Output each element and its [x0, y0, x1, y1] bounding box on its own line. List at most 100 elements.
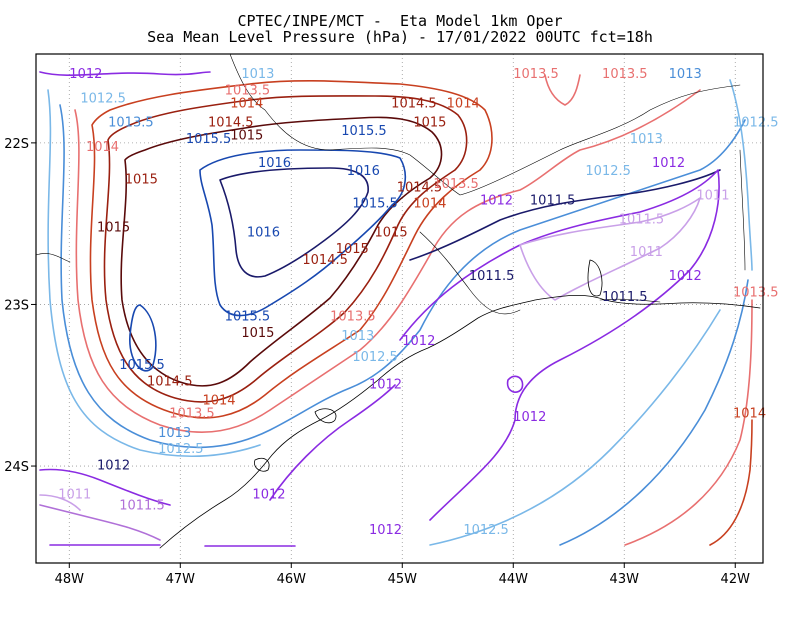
contour-label: 1012.5	[733, 116, 779, 131]
map-title-line-1: CPTEC/INPE/MCT - Eta Model 1km Oper	[237, 12, 563, 30]
contour-label: 1015.5	[119, 358, 165, 373]
isobar-1012-south	[269, 384, 396, 501]
contour-label: 1013.5	[733, 285, 779, 300]
isobar-1011.5-sw	[39, 504, 161, 541]
axis-ticks: 48W 47W 46W 45W 44W 43W 42W 22S 23S 24S	[4, 137, 750, 587]
contour-label: 1012.5	[463, 523, 509, 538]
x-tick-label: 47W	[166, 572, 196, 587]
contour-label: 1015	[125, 172, 158, 187]
isobars	[39, 71, 753, 547]
isobar-1011.5-east	[409, 169, 721, 261]
isobar-1013-outer	[59, 104, 746, 449]
isobar-1016-loop	[219, 167, 369, 278]
contour-label: 1015.5	[225, 310, 270, 325]
contour-label: 1011.5	[469, 269, 515, 284]
contour-label: 1011.5	[602, 290, 648, 305]
contour-labels: 10121012.51013.5101410131013.510141014.5…	[58, 67, 778, 538]
isobar-1015.5-loop	[199, 149, 407, 317]
isobar-1014-outer	[89, 80, 493, 419]
contour-label: 1013.5	[433, 177, 479, 192]
contour-label: 1016	[258, 156, 291, 171]
contour-label: 1012.5	[585, 164, 631, 179]
contour-label: 1012.5	[158, 442, 204, 457]
contour-label: 1015	[375, 226, 408, 241]
x-tick-label: 44W	[499, 572, 529, 587]
contour-label: 1012	[97, 458, 130, 473]
isobar-1014.5-loop	[103, 95, 468, 403]
contour-label: 1012	[652, 156, 685, 171]
contour-label: 1012	[402, 334, 435, 349]
isobar-1012-nw	[39, 71, 211, 76]
contour-label: 1013.5	[513, 67, 559, 82]
y-tick-label: 24S	[4, 460, 29, 475]
isobar-1015-loop	[120, 116, 443, 387]
map-title-line-2: Sea Mean Level Pressure (hPa) - 17/01/20…	[147, 28, 653, 46]
contour-label: 1014.5	[147, 374, 193, 389]
contour-label: 1013	[669, 67, 702, 82]
isobar-1014-se	[709, 419, 753, 546]
contour-label: 1011.5	[119, 499, 165, 514]
isobar-1011-east	[519, 197, 701, 301]
contour-label: 1014	[202, 394, 235, 409]
isobar-1012.5-south	[429, 309, 721, 546]
contour-label: 1014	[413, 197, 446, 212]
contour-label: 1016	[347, 164, 380, 179]
contour-label: 1012	[69, 67, 102, 82]
contour-label: 1015.5	[352, 197, 398, 212]
isobar-1013.5-ne	[544, 74, 581, 106]
x-tick-label: 45W	[388, 572, 418, 587]
isobar-1012.5-outer	[47, 89, 261, 458]
isobar-1011-sw	[39, 494, 81, 511]
contour-label: 1013	[241, 67, 274, 82]
x-tick-label: 48W	[55, 572, 85, 587]
contour-label: 1013.5	[602, 67, 648, 82]
contour-label: 1015	[336, 242, 369, 257]
contour-label: 1012	[513, 410, 546, 425]
coastline-main	[159, 294, 761, 549]
isobar-1013-east-edge	[729, 79, 753, 271]
contour-label: 1015.5	[186, 132, 232, 147]
isobar-1012-small-loop	[506, 375, 524, 393]
contour-label: 1014.5	[391, 96, 437, 111]
contour-label: 1012	[480, 193, 513, 208]
contour-label: 1015	[413, 116, 446, 131]
contour-label: 1014.5	[397, 180, 443, 195]
contour-label: 1012.5	[352, 350, 398, 365]
contour-label: 1015	[230, 129, 263, 144]
contour-label: 1013.5	[108, 116, 154, 131]
isobar-1015.5-west	[129, 304, 157, 372]
contour-label: 1013.5	[169, 407, 215, 422]
map-frame	[35, 53, 764, 564]
contour-label: 1016	[247, 226, 280, 241]
contour-label: 1014	[733, 407, 766, 422]
state-borders	[36, 54, 746, 315]
contour-label: 1013	[341, 329, 374, 344]
contour-label: 1011	[696, 188, 729, 203]
y-tick-label: 23S	[4, 298, 29, 313]
contour-label: 1015.5	[341, 124, 387, 139]
contour-label: 1011.5	[530, 193, 576, 208]
contour-label: 1013.5	[330, 310, 376, 325]
contour-label: 1015	[241, 326, 274, 341]
contour-label: 1014	[230, 96, 263, 111]
contour-label: 1012	[252, 487, 285, 502]
contour-label: 1013	[630, 132, 663, 147]
isobar-1013.5-se	[624, 299, 753, 546]
x-tick-label: 42W	[721, 572, 751, 587]
contour-label: 1012	[669, 269, 702, 284]
coastline	[36, 54, 761, 549]
coastline-islands	[254, 259, 603, 472]
contour-label: 1012	[369, 377, 402, 392]
contour-label: 1015	[97, 221, 130, 236]
x-tick-label: 46W	[277, 572, 307, 587]
y-tick-label: 22S	[4, 137, 29, 152]
isobar-1013.5-outer	[74, 89, 701, 433]
contour-label: 1014.5	[302, 253, 348, 268]
contour-label: 1012	[369, 523, 402, 538]
isobar-1012-sw	[39, 468, 171, 506]
contour-label: 1013.5	[225, 83, 270, 98]
contour-label: 1011	[58, 487, 91, 502]
isobar-bottom-edge	[49, 544, 296, 547]
contour-label: 1011	[630, 245, 663, 260]
